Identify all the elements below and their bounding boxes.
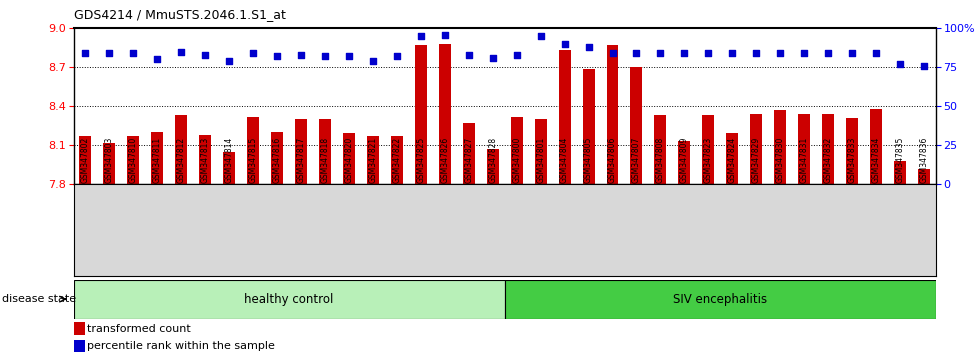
Point <box>701 50 716 56</box>
Point <box>77 50 93 56</box>
Point <box>245 50 261 56</box>
Text: percentile rank within the sample: percentile rank within the sample <box>87 341 275 351</box>
Point <box>413 33 428 39</box>
Point <box>270 53 285 59</box>
Point <box>533 33 549 39</box>
Bar <box>798 114 810 184</box>
Bar <box>846 118 858 184</box>
Point <box>892 61 907 67</box>
Bar <box>751 114 762 184</box>
Bar <box>822 114 834 184</box>
Point <box>389 53 405 59</box>
Point <box>749 50 764 56</box>
Point <box>461 52 476 58</box>
Bar <box>894 161 906 184</box>
Point <box>341 53 357 59</box>
Bar <box>127 136 139 184</box>
Bar <box>271 132 283 184</box>
Bar <box>74 340 84 352</box>
Text: healthy control: healthy control <box>244 293 334 306</box>
Bar <box>559 50 570 184</box>
Point <box>173 49 189 55</box>
Bar <box>655 115 666 184</box>
Text: SIV encephalitis: SIV encephalitis <box>673 293 767 306</box>
Point <box>653 50 668 56</box>
Point <box>581 44 597 50</box>
Bar <box>79 136 91 184</box>
Bar <box>74 280 505 319</box>
Bar <box>870 109 882 184</box>
Text: transformed count: transformed count <box>87 324 191 333</box>
Point <box>150 57 166 62</box>
Point <box>197 52 213 58</box>
Point <box>437 32 453 38</box>
Text: disease state: disease state <box>2 294 76 304</box>
Text: GDS4214 / MmuSTS.2046.1.S1_at: GDS4214 / MmuSTS.2046.1.S1_at <box>74 8 285 21</box>
Bar <box>247 116 259 184</box>
Bar <box>703 115 714 184</box>
Bar <box>439 44 451 184</box>
Point <box>820 50 836 56</box>
Point <box>605 50 620 56</box>
Point <box>509 52 524 58</box>
Bar <box>343 133 355 184</box>
Point <box>557 41 572 47</box>
Point <box>293 52 309 58</box>
Point <box>125 50 141 56</box>
Bar <box>607 45 618 184</box>
Bar <box>295 119 307 184</box>
Bar <box>535 119 547 184</box>
Point <box>868 50 884 56</box>
Point <box>772 50 788 56</box>
Bar <box>918 169 930 184</box>
Bar <box>175 115 187 184</box>
Bar <box>367 136 379 184</box>
Bar <box>463 123 474 184</box>
Bar <box>104 143 116 184</box>
Bar <box>391 136 403 184</box>
Bar <box>223 152 235 184</box>
Point <box>221 58 237 64</box>
Bar <box>151 132 164 184</box>
Bar <box>726 133 738 184</box>
Bar <box>678 141 690 184</box>
Point <box>318 53 333 59</box>
Bar <box>487 149 499 184</box>
Point <box>916 63 932 69</box>
Bar <box>774 110 786 184</box>
Bar <box>199 135 212 184</box>
Point <box>485 55 501 61</box>
Point <box>676 50 692 56</box>
Bar <box>415 45 427 184</box>
Point <box>844 50 859 56</box>
Point <box>724 50 740 56</box>
Point <box>102 50 118 56</box>
Point <box>797 50 812 56</box>
Bar <box>582 69 595 184</box>
Point <box>366 58 381 64</box>
Bar <box>505 280 936 319</box>
Point <box>628 50 644 56</box>
Bar <box>74 322 84 335</box>
Bar <box>319 119 331 184</box>
Bar <box>630 67 643 184</box>
Bar <box>511 116 522 184</box>
